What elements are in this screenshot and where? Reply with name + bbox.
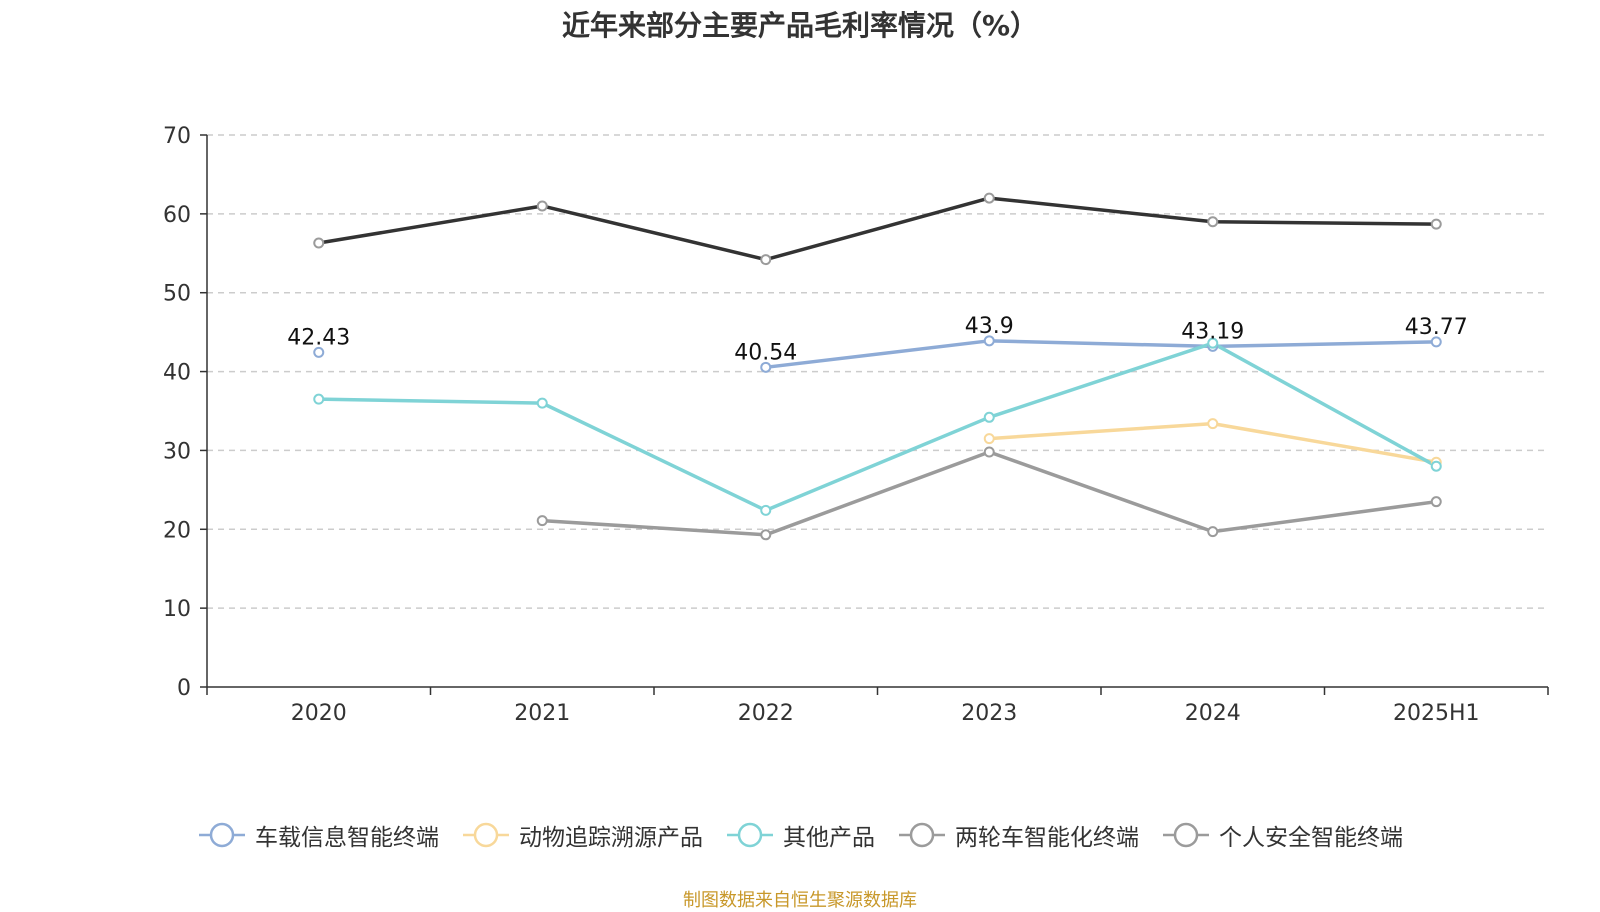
legend-item[interactable]: 其他产品 xyxy=(725,818,875,852)
legend-label: 动物追踪溯源产品 xyxy=(519,825,703,851)
data-label: 43.9 xyxy=(965,314,1014,339)
series-line xyxy=(540,450,1438,537)
y-tick-label: 40 xyxy=(163,361,191,386)
y-tick-label: 20 xyxy=(163,518,191,543)
data-label: 43.19 xyxy=(1181,319,1244,344)
data-point xyxy=(313,346,325,358)
y-tick-label: 10 xyxy=(163,597,191,622)
y-tick-label: 70 xyxy=(163,124,191,149)
data-label: 43.77 xyxy=(1405,315,1468,340)
y-tick-label: 30 xyxy=(163,439,191,464)
legend-item[interactable]: 车载信息智能终端 xyxy=(197,818,439,852)
x-tick-label: 2022 xyxy=(738,701,794,726)
legend-label: 两轮车智能化终端 xyxy=(955,825,1139,851)
data-point xyxy=(313,237,325,249)
data-point xyxy=(760,254,772,266)
legend-item[interactable]: 两轮车智能化终端 xyxy=(897,818,1139,852)
legend-label: 个人安全智能终端 xyxy=(1219,825,1403,851)
data-point xyxy=(983,411,995,423)
data-label: 40.54 xyxy=(734,340,797,365)
data-point xyxy=(983,446,995,458)
legend-marker-icon xyxy=(727,822,773,848)
data-point xyxy=(983,433,995,445)
source-note: 制图数据来自恒生聚源数据库 xyxy=(683,890,917,911)
series-line xyxy=(317,341,1438,513)
x-tick-label: 2023 xyxy=(961,701,1017,726)
legend-marker-icon xyxy=(463,822,509,848)
legend-marker-icon xyxy=(199,822,245,848)
series-points xyxy=(313,192,1442,541)
series-lines xyxy=(317,196,1438,537)
data-point xyxy=(760,529,772,541)
y-tick-label: 60 xyxy=(163,203,191,228)
data-point xyxy=(536,515,548,527)
data-point xyxy=(760,361,772,373)
chart-title: 近年来部分主要产品毛利率情况（%） xyxy=(561,9,1039,42)
data-point xyxy=(760,504,772,516)
series-line xyxy=(317,196,1438,262)
line-chart: 0 10 20 30 40 50 60 70 2020 2021 2022 2023 2024 2025H… xyxy=(163,124,1549,726)
data-label: 42.43 xyxy=(287,325,350,350)
data-point xyxy=(1430,496,1442,508)
data-point xyxy=(1430,336,1442,348)
legend-item[interactable]: 个人安全智能终端 xyxy=(1161,818,1403,852)
y-tick-label: 0 xyxy=(177,676,191,701)
legend-label: 其他产品 xyxy=(783,825,875,851)
x-tick-label: 2024 xyxy=(1185,701,1241,726)
x-tick-label: 2021 xyxy=(514,701,570,726)
legend-label: 车载信息智能终端 xyxy=(255,825,439,851)
data-point xyxy=(1430,218,1442,230)
x-tick-label: 2025H1 xyxy=(1393,701,1480,726)
legend-marker-icon xyxy=(1163,822,1209,848)
grid-lines xyxy=(207,134,1548,609)
data-point xyxy=(536,200,548,212)
y-tick-label: 50 xyxy=(163,282,191,307)
data-point xyxy=(983,192,995,204)
data-point xyxy=(313,393,325,405)
legend: 车载信息智能终端 动物追踪溯源产品 其他产品 两轮车智能化终端 个人安全智能终端 xyxy=(0,818,1600,852)
data-point xyxy=(536,397,548,409)
data-point xyxy=(1207,337,1219,349)
series-line xyxy=(764,339,1438,370)
axes: 0 10 20 30 40 50 60 70 2020 2021 2022 2023 2024 2025H… xyxy=(163,124,1549,726)
legend-marker-icon xyxy=(899,822,945,848)
legend-item[interactable]: 动物追踪溯源产品 xyxy=(461,818,703,852)
x-tick-label: 2020 xyxy=(291,701,347,726)
data-labels: 42.43 40.54 43.9 43.19 43.77 xyxy=(287,314,1467,365)
data-point xyxy=(983,335,995,347)
data-point xyxy=(1207,526,1219,538)
data-point xyxy=(1207,216,1219,228)
data-point xyxy=(1430,460,1442,472)
data-point xyxy=(1207,418,1219,430)
